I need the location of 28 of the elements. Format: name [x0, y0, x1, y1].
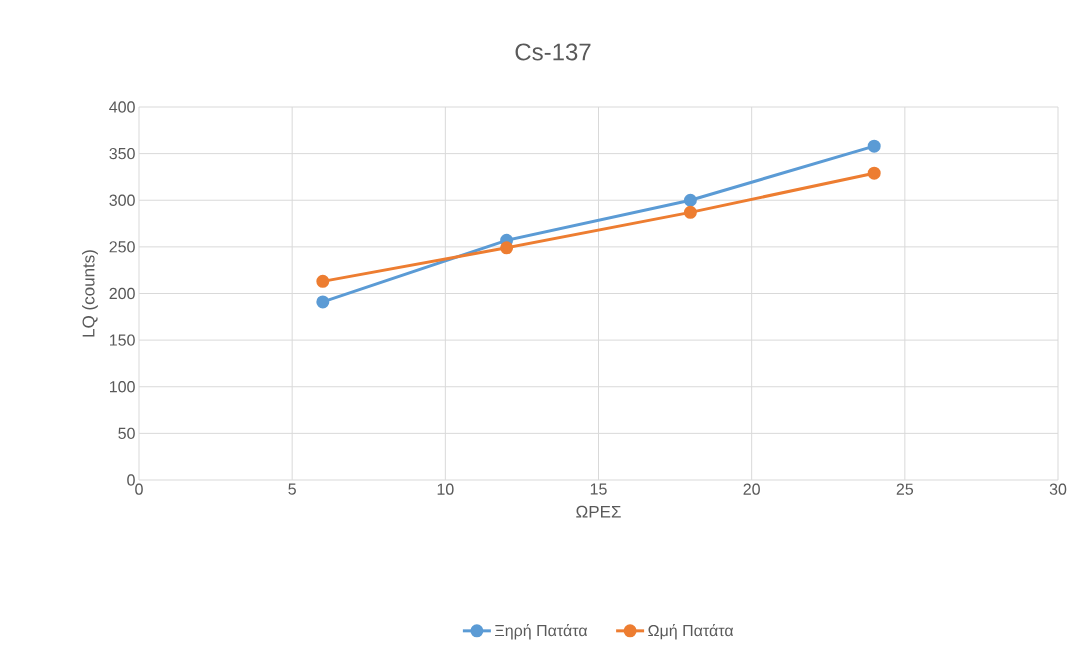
point — [316, 274, 330, 288]
point — [867, 139, 881, 153]
x-tick-label: 5 — [288, 483, 296, 495]
x-tick-label: 30 — [1049, 483, 1067, 495]
x-tick-label: 15 — [590, 483, 607, 495]
y-tick-label: 50 — [118, 427, 135, 440]
y-tick-label: 200 — [109, 287, 135, 300]
y-tick-label: 150 — [110, 334, 135, 346]
point — [683, 193, 697, 207]
y-tick-label: 300 — [109, 194, 135, 206]
y-tick-label: 100 — [110, 381, 135, 393]
y-tick-label: 350 — [109, 147, 135, 160]
legend-label: Ωμή Πατάτα — [648, 624, 734, 640]
x-tick-label: 20 — [743, 483, 760, 495]
point — [867, 166, 881, 180]
chart-title: Cs-137 — [515, 43, 591, 61]
y-axis-title: LQ (counts) — [82, 250, 98, 337]
legend-label: Ξηρή Πατάτα — [495, 624, 588, 640]
x-tick-label: 25 — [896, 483, 914, 495]
x-tick-label: 0 — [135, 483, 143, 495]
point — [316, 295, 330, 309]
y-tick-label: 250 — [109, 241, 135, 253]
y-tick-label: 400 — [109, 101, 135, 113]
x-axis-title: ΩΡΕΣ — [576, 505, 621, 518]
point — [683, 205, 697, 219]
point — [500, 241, 514, 255]
x-tick-label: 10 — [437, 483, 454, 495]
y-tick-label: 0 — [127, 474, 135, 486]
